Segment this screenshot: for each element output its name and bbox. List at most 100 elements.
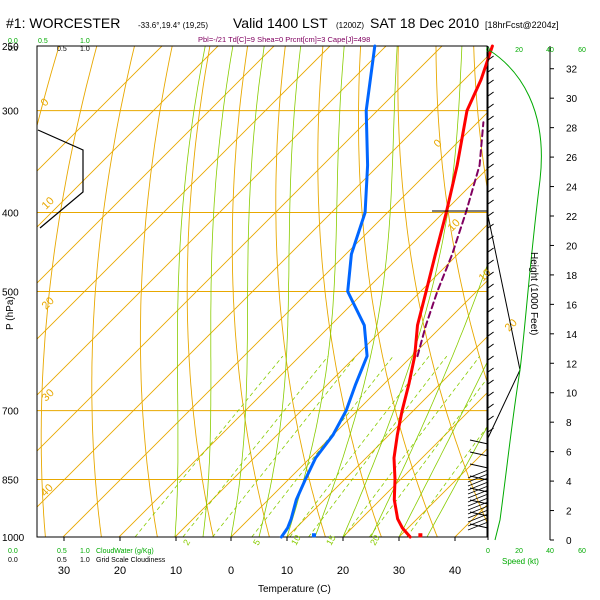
speed-tick-bottom: 60 (578, 548, 586, 555)
dry-adiabat (358, 46, 438, 537)
dry-adiabat (435, 46, 487, 384)
y-axis-label: P (hPa) (5, 296, 16, 330)
wind-barb (487, 211, 494, 217)
isotherm-line (37, 56, 487, 508)
height-tick-label: 26 (566, 153, 578, 164)
isotherm-line (567, 46, 600, 537)
utc-time: (1200Z) (336, 21, 364, 30)
wind-barb (487, 187, 494, 193)
height-boundary (432, 210, 521, 441)
mixing-ratio-line (343, 355, 481, 537)
mixing-ratio-line (369, 378, 487, 537)
wind-barb (487, 223, 494, 229)
height-axis-label: Height (1000 Feet) (528, 252, 539, 335)
x-tick-label: 0 (228, 565, 234, 577)
series-parcel (416, 121, 485, 358)
plot-grid (37, 46, 600, 537)
cloud2-tick-bottom-2: 1.0 (80, 557, 90, 564)
wind-barb (487, 67, 494, 73)
wind-barb (487, 319, 494, 325)
cloud-profile (37, 129, 84, 229)
isotherm-line (37, 46, 219, 228)
x-tick-label: 30 (393, 565, 405, 577)
isotherm-line (230, 280, 487, 537)
height-tick-label: 30 (566, 94, 578, 105)
x-tick-label: 10 (281, 565, 293, 577)
wind-barb (487, 103, 494, 109)
wind-barb-low (467, 477, 489, 487)
isotherm-line (286, 336, 487, 537)
speed-tick-top: 60 (578, 47, 586, 54)
isotherm-line (37, 46, 331, 340)
cloud2-tick-bottom-0: 0.0 (8, 557, 18, 564)
wind-barb-low (467, 513, 489, 523)
p-tick-label: 400 (2, 208, 19, 219)
moist-adiabat (202, 46, 234, 537)
p-tick-label: 250 (2, 42, 19, 53)
cloud-tick-bottom-0: 0.0 (8, 548, 18, 555)
parcel-info: Pbl=-/21 Td[C]=9 Shea=0 Prcnt[cm]=3 Cape… (198, 35, 370, 44)
isotherm-line (398, 448, 487, 537)
isotherm-line (342, 392, 487, 537)
dry-adiabat (91, 46, 135, 537)
cloud2-tick-top-0: 0.0 (8, 46, 18, 53)
wind-barb-low (467, 481, 489, 491)
dry-adiabat (186, 46, 214, 537)
dry-adiabat-label: 0 (39, 96, 52, 109)
p-tick-label: 500 (2, 288, 19, 299)
dry-adiabat (139, 46, 173, 537)
mixing-ratio-line (251, 355, 394, 537)
wind-barb-low (467, 473, 489, 483)
moist-adiabat (314, 46, 398, 537)
height-tick-label: 10 (566, 389, 578, 400)
moist-adiabat (258, 46, 302, 537)
dry-adiabat-label: 10 (477, 267, 494, 284)
speed-profile (488, 49, 542, 541)
speed-tick-bottom: 40 (546, 548, 554, 555)
x-tick-label: 30 (58, 565, 70, 577)
isotherm-line (37, 46, 443, 452)
p-tick-label: 700 (2, 407, 19, 418)
cloud2-tick-top-2: 1.0 (80, 46, 90, 53)
wind-barb-low (467, 517, 489, 527)
dry-adiabat (40, 46, 98, 537)
surface_temperature-marker (418, 533, 423, 538)
wind-barb (487, 247, 494, 253)
wind-barb (487, 379, 494, 385)
station-coords: -33.6°,19.4° (19,25) (138, 21, 208, 30)
wind-barb (487, 295, 494, 301)
height-tick-label: 4 (566, 477, 572, 488)
cloud2-tick-top-1: 0.5 (57, 46, 67, 53)
dry-adiabat-label: 20 (40, 295, 57, 312)
valid-time: Valid 1400 LST (233, 15, 328, 31)
height-tick-label: 16 (566, 300, 578, 311)
wind-barb-low (467, 497, 489, 507)
height-tick-label: 0 (566, 536, 572, 547)
wind-barb (487, 115, 494, 121)
isotherm-line (37, 46, 275, 284)
isotherm-line (37, 46, 387, 396)
cloud-tick-bottom-1: 0.5 (57, 548, 67, 555)
cloud-tick-top-0: 0.0 (8, 38, 18, 45)
isotherm-line (174, 224, 487, 537)
wind-barb (487, 139, 494, 145)
wind-barb (487, 175, 494, 181)
x-tick-label: 20 (114, 565, 126, 577)
height-tick-label: 28 (566, 124, 578, 135)
wind-barb-low (467, 505, 489, 515)
height-tick-label: 6 (566, 448, 572, 459)
height-tick-label: 20 (566, 241, 578, 252)
x-tick-label: 10 (170, 565, 182, 577)
cloudwater-label: CloudWater (g/Kg) (96, 548, 154, 555)
mixing-ratio-label: 20 (368, 533, 382, 547)
wind-barb (487, 427, 494, 433)
wind-barb (487, 331, 494, 337)
wind-barb (487, 259, 494, 265)
wind-barb (487, 271, 494, 277)
p-tick-label: 1000 (2, 533, 25, 544)
dry-adiabat (231, 46, 270, 537)
cloud-tick-top-2: 1.0 (80, 38, 90, 45)
dry-adiabat (397, 46, 487, 524)
x-tick-label: 20 (337, 565, 349, 577)
